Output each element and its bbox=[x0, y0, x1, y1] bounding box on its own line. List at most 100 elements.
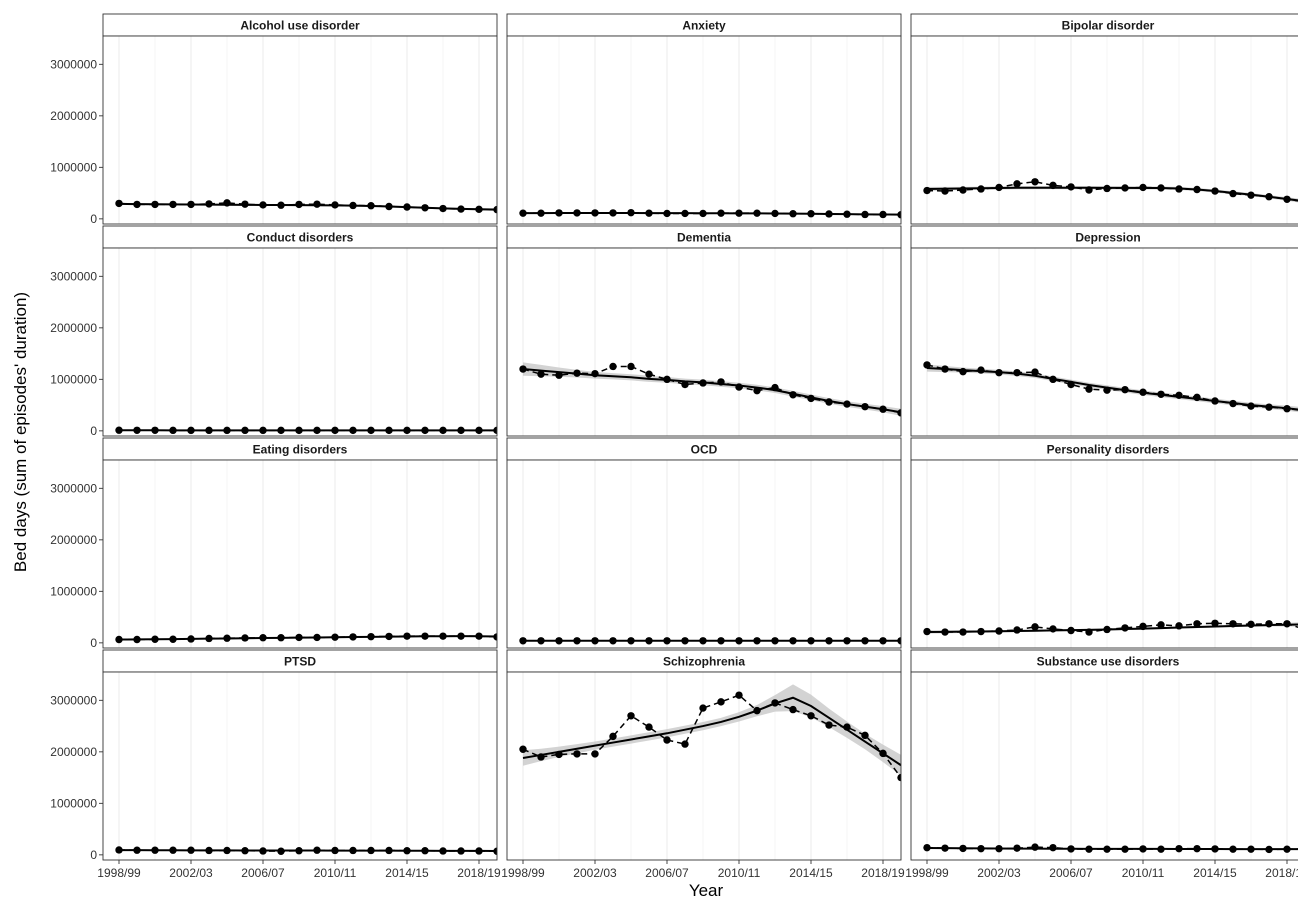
data-point bbox=[349, 633, 357, 641]
panel-content bbox=[115, 248, 497, 436]
data-point bbox=[879, 405, 887, 413]
data-point bbox=[1157, 390, 1165, 398]
y-tick-label: 0 bbox=[90, 636, 97, 650]
observed-line bbox=[522, 694, 901, 779]
panel-background bbox=[911, 460, 1298, 648]
data-point bbox=[151, 635, 159, 643]
x-tick-label: 1998/99 bbox=[905, 866, 949, 880]
data-point bbox=[421, 426, 429, 435]
data-point bbox=[959, 844, 967, 853]
data-point bbox=[519, 209, 527, 217]
panel-content bbox=[519, 460, 901, 648]
data-point bbox=[555, 209, 563, 217]
trend-line bbox=[523, 212, 901, 216]
data-point bbox=[331, 846, 339, 855]
data-point bbox=[1085, 845, 1093, 853]
panel-bipolar-disorder: Bipolar disorder bbox=[910, 13, 1298, 225]
data-point bbox=[241, 426, 249, 435]
data-point bbox=[825, 721, 833, 729]
y-tick-label: 1000000 bbox=[50, 372, 97, 386]
data-point bbox=[403, 632, 411, 640]
data-point bbox=[1211, 619, 1219, 627]
x-tick-label: 2002/03 bbox=[169, 866, 213, 880]
data-point bbox=[1247, 620, 1255, 629]
data-point bbox=[1049, 625, 1057, 633]
data-point bbox=[1175, 844, 1183, 853]
data-point bbox=[681, 209, 689, 218]
data-point bbox=[133, 426, 141, 434]
panel-anxiety: Anxiety bbox=[506, 13, 902, 225]
panel-background bbox=[507, 672, 901, 860]
data-point bbox=[1067, 845, 1075, 853]
data-point bbox=[995, 627, 1003, 635]
facet-label: Eating disorders bbox=[253, 443, 348, 457]
data-point bbox=[753, 706, 761, 715]
data-point bbox=[475, 426, 483, 435]
data-point bbox=[259, 847, 267, 855]
data-point bbox=[537, 370, 545, 378]
data-point bbox=[591, 209, 599, 217]
data-point bbox=[573, 750, 581, 758]
data-point bbox=[1193, 620, 1201, 628]
y-tick-label: 2000000 bbox=[50, 745, 97, 759]
panel-background bbox=[911, 36, 1298, 224]
x-tick-label: 2010/11 bbox=[718, 866, 761, 880]
data-point bbox=[1085, 628, 1093, 636]
data-point bbox=[591, 637, 599, 645]
data-point bbox=[493, 847, 497, 855]
data-point bbox=[133, 846, 141, 854]
data-point bbox=[519, 637, 527, 645]
data-point bbox=[1121, 845, 1129, 853]
panel-content bbox=[923, 672, 1298, 860]
x-tick-label: 2002/03 bbox=[573, 866, 617, 880]
data-point bbox=[457, 426, 465, 435]
data-point bbox=[241, 200, 249, 208]
data-point bbox=[1103, 845, 1111, 853]
data-point bbox=[133, 200, 141, 209]
data-point bbox=[187, 426, 195, 435]
data-point bbox=[645, 637, 653, 645]
y-tick-label: 3000000 bbox=[50, 57, 97, 71]
data-point bbox=[789, 391, 797, 399]
data-point bbox=[627, 208, 635, 217]
data-point bbox=[537, 753, 545, 761]
y-tick-label: 2000000 bbox=[50, 321, 97, 335]
data-point bbox=[1139, 622, 1147, 631]
data-point bbox=[995, 844, 1003, 853]
panel-schizophrenia: Schizophrenia 1998/99 2002/03 2006/07 2010/1… bbox=[501, 649, 905, 880]
data-point bbox=[223, 634, 231, 642]
data-point bbox=[1265, 193, 1273, 201]
data-point bbox=[771, 699, 779, 707]
data-point bbox=[861, 210, 869, 219]
panel-background bbox=[103, 672, 497, 860]
data-point bbox=[609, 732, 617, 741]
panel-content bbox=[923, 460, 1298, 648]
data-point bbox=[313, 633, 321, 642]
data-point bbox=[663, 375, 671, 384]
data-point bbox=[879, 210, 887, 219]
data-point bbox=[1157, 845, 1165, 853]
data-point bbox=[169, 200, 177, 209]
data-point bbox=[367, 846, 375, 855]
facet-label: Conduct disorders bbox=[247, 231, 354, 245]
data-point bbox=[735, 209, 743, 217]
data-point bbox=[385, 202, 393, 211]
data-point bbox=[1265, 845, 1273, 854]
data-point bbox=[861, 637, 869, 645]
panels-grid: Alcohol use disorder 0 1000000 2000000 30000… bbox=[50, 13, 1298, 880]
panel-substance-use-disorders: Substance use disorders 1998/99 2002/03 200… bbox=[905, 649, 1298, 880]
data-point bbox=[385, 846, 393, 855]
data-point bbox=[977, 366, 985, 374]
data-point bbox=[843, 210, 851, 218]
data-point bbox=[735, 691, 743, 699]
data-point bbox=[897, 211, 901, 219]
data-point bbox=[439, 426, 447, 435]
panel-border bbox=[102, 35, 498, 225]
data-point bbox=[699, 379, 707, 387]
data-point bbox=[897, 773, 901, 782]
data-point bbox=[439, 204, 447, 213]
panel-background bbox=[103, 460, 497, 648]
data-point bbox=[1229, 189, 1237, 198]
x-tick-label: 2010/11 bbox=[314, 866, 357, 880]
panel-border bbox=[102, 247, 498, 437]
